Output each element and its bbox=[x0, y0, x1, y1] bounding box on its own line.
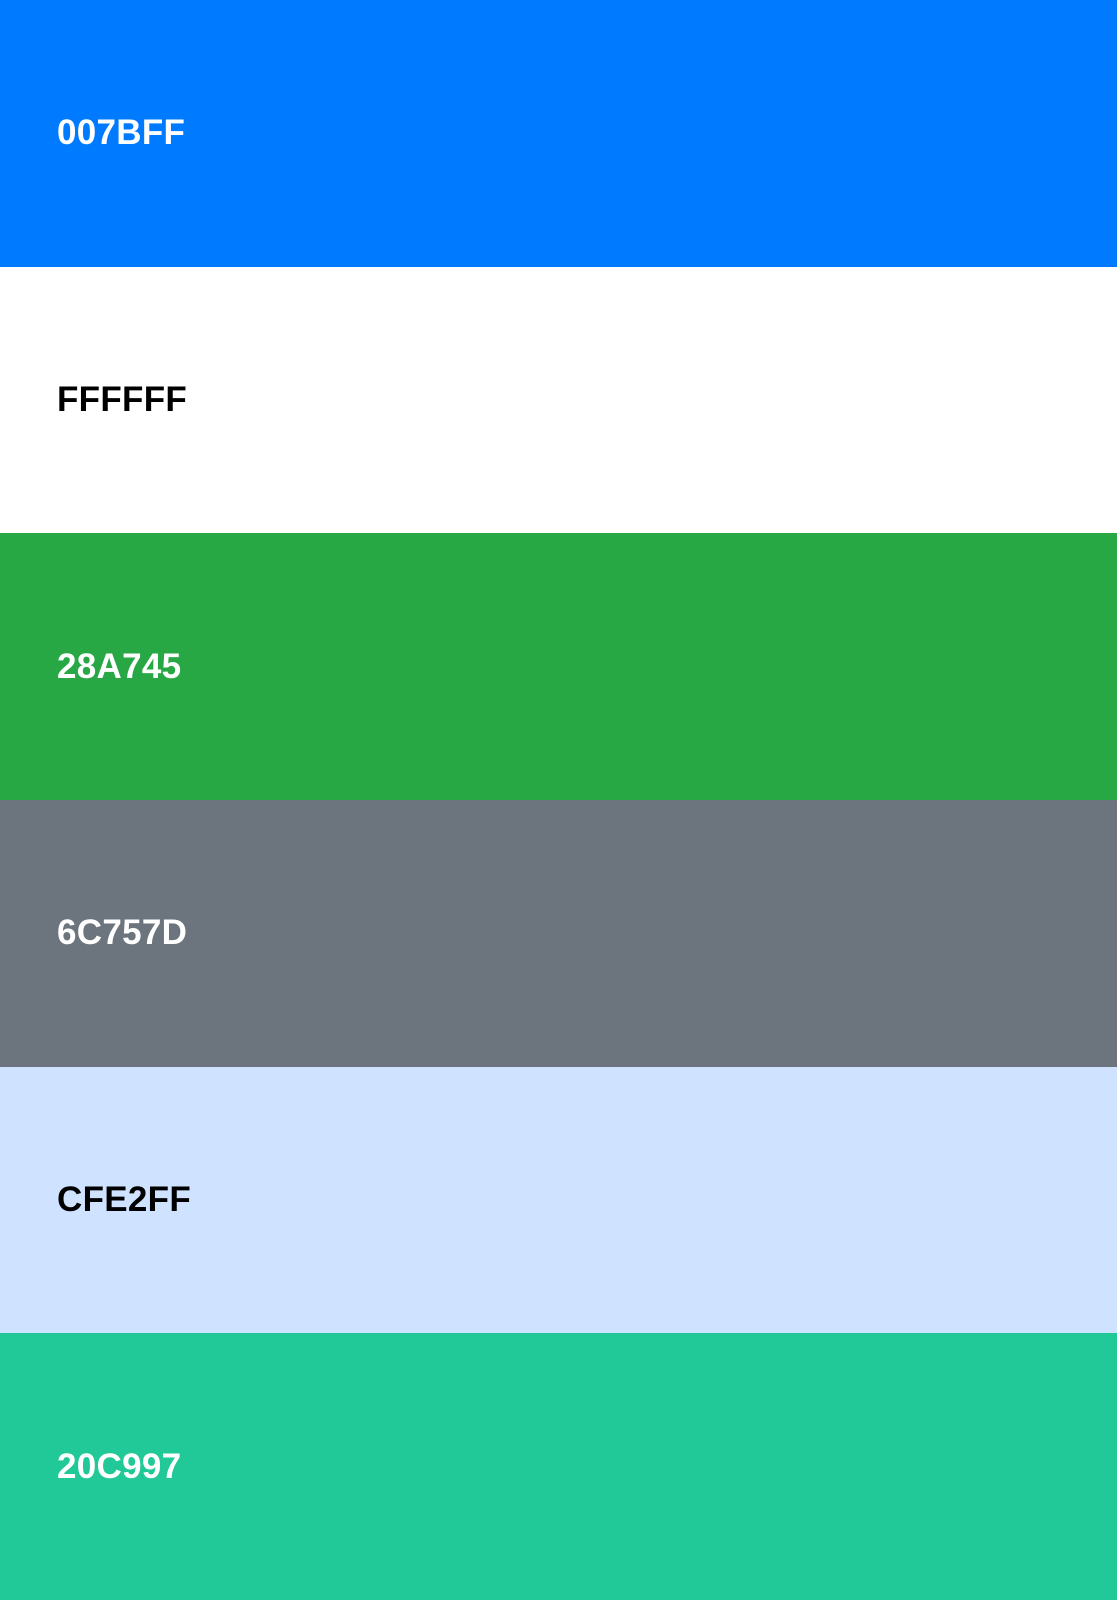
color-swatch-light-blue: CFE2FF bbox=[0, 1066, 1117, 1334]
swatch-hex-label: 28A745 bbox=[57, 646, 182, 686]
color-swatch-gray: 6C757D bbox=[0, 800, 1117, 1067]
swatch-hex-label: 20C997 bbox=[57, 1446, 182, 1486]
color-swatch-blue: 007BFF bbox=[0, 0, 1117, 267]
swatch-hex-label: 007BFF bbox=[57, 113, 186, 153]
color-swatch-green: 28A745 bbox=[0, 533, 1117, 801]
color-swatch-white: FFFFFF bbox=[0, 266, 1117, 534]
color-swatch-teal: 20C997 bbox=[0, 1333, 1117, 1600]
swatch-hex-label: 6C757D bbox=[57, 913, 188, 953]
swatch-hex-label: FFFFFF bbox=[57, 380, 188, 419]
swatch-hex-label: CFE2FF bbox=[57, 1180, 192, 1220]
